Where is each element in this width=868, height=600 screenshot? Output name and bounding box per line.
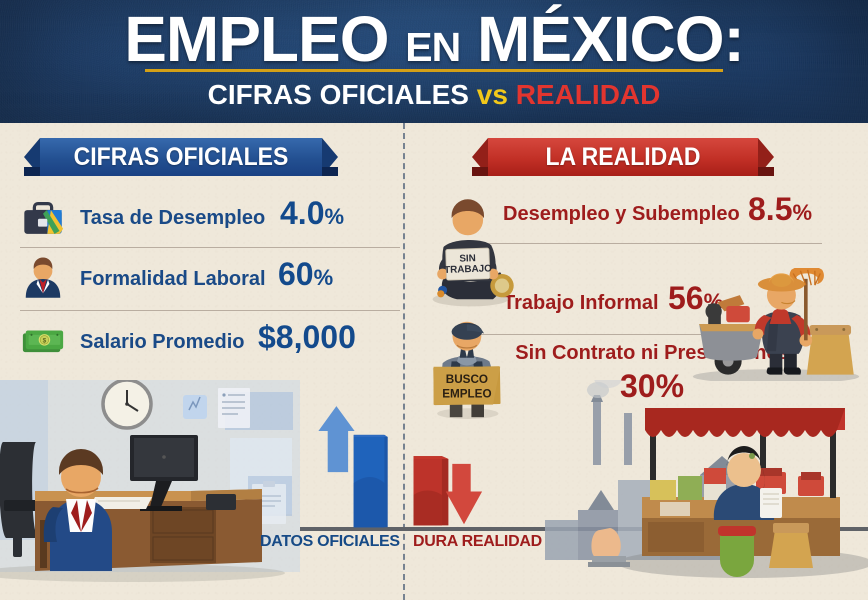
svg-text:TRABAJO: TRABAJO <box>444 263 492 276</box>
svg-text:$: $ <box>43 338 47 345</box>
svg-text:SIN: SIN <box>459 253 476 265</box>
